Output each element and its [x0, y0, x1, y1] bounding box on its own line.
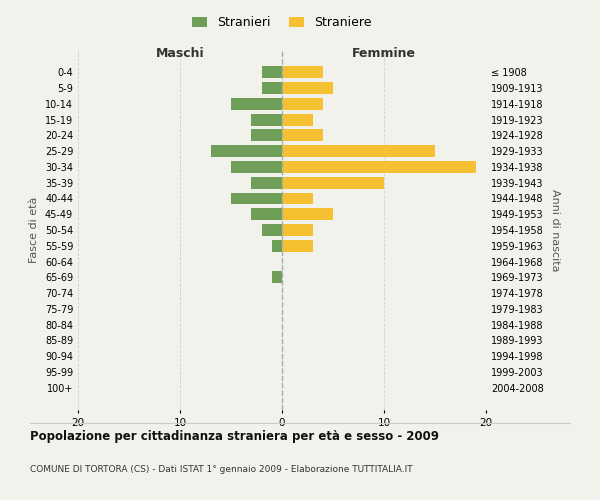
Bar	[282, 192, 313, 204]
Text: Maschi: Maschi	[155, 46, 205, 60]
Bar	[282, 98, 323, 110]
Text: COMUNE DI TORTORA (CS) - Dati ISTAT 1° gennaio 2009 - Elaborazione TUTTITALIA.IT: COMUNE DI TORTORA (CS) - Dati ISTAT 1° g…	[30, 465, 413, 474]
Bar	[282, 130, 323, 141]
Bar	[211, 145, 282, 157]
Bar	[251, 208, 282, 220]
Bar	[262, 82, 282, 94]
Bar	[272, 240, 282, 252]
Text: Femmine: Femmine	[352, 46, 416, 60]
Bar	[282, 208, 333, 220]
Bar	[282, 82, 333, 94]
Text: Popolazione per cittadinanza straniera per età e sesso - 2009: Popolazione per cittadinanza straniera p…	[30, 430, 439, 443]
Bar	[231, 98, 282, 110]
Bar	[231, 192, 282, 204]
Bar	[282, 240, 313, 252]
Bar	[231, 161, 282, 173]
Bar	[251, 177, 282, 188]
Legend: Stranieri, Straniere: Stranieri, Straniere	[187, 11, 377, 34]
Bar	[262, 224, 282, 236]
Bar	[251, 114, 282, 126]
Bar	[282, 66, 323, 78]
Bar	[282, 145, 435, 157]
Y-axis label: Anni di nascita: Anni di nascita	[550, 188, 560, 271]
Bar	[262, 66, 282, 78]
Y-axis label: Fasce di età: Fasce di età	[29, 197, 39, 263]
Bar	[272, 272, 282, 283]
Bar	[282, 177, 384, 188]
Bar	[251, 130, 282, 141]
Bar	[282, 114, 313, 126]
Bar	[282, 161, 476, 173]
Bar	[282, 224, 313, 236]
